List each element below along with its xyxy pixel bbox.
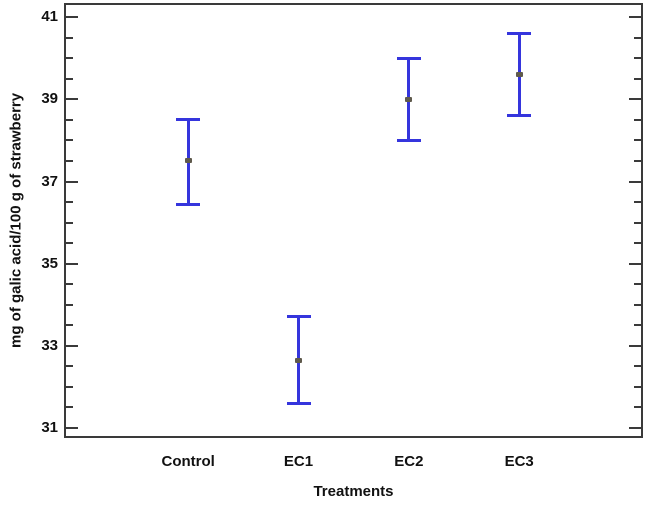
y-minor-tick-left [66,406,73,409]
error-bar-cap-bottom [507,114,532,118]
y-minor-tick-left [66,36,73,39]
y-minor-tick-right [634,385,641,388]
error-bar-cap-top [176,118,201,122]
y-minor-tick-left [66,159,73,162]
x-axis-title: Treatments [313,483,394,500]
y-major-tick-right [629,180,641,183]
plot-frame [64,3,643,438]
y-major-tick-right [629,98,641,101]
y-tick-label: 41 [41,8,58,26]
y-tick-label: 35 [41,254,58,272]
y-minor-tick-left [66,221,73,224]
error-bar-cap-top [396,56,421,60]
y-minor-tick-right [634,36,641,39]
y-minor-tick-right [634,201,641,204]
mean-point-marker [295,357,303,363]
y-major-tick-left [66,98,78,101]
y-minor-tick-right [634,324,641,327]
y-minor-tick-left [66,303,73,306]
y-minor-tick-right [634,118,641,121]
y-tick-label: 39 [41,90,58,108]
y-tick-label: 31 [41,418,58,436]
mean-point-marker [184,158,192,164]
y-minor-tick-right [634,406,641,409]
y-minor-tick-right [634,303,641,306]
mean-point-marker [405,96,413,102]
y-minor-tick-left [66,77,73,80]
y-minor-tick-right [634,221,641,224]
y-axis-title: mg of galic acid/100 g of strawberry [7,92,25,349]
y-minor-tick-left [66,242,73,245]
y-minor-tick-left [66,118,73,121]
y-major-tick-right [629,426,641,429]
y-minor-tick-left [66,365,73,368]
mean-point-marker [515,72,523,78]
y-minor-tick-right [634,139,641,142]
error-bar-cap-bottom [396,138,421,142]
y-major-tick-right [629,344,641,347]
y-minor-tick-left [66,139,73,142]
y-minor-tick-right [634,77,641,80]
y-major-tick-left [66,262,78,265]
error-bar-cap-bottom [286,401,311,405]
x-category-label: EC3 [504,453,534,470]
y-major-tick-left [66,180,78,183]
y-tick-label: 37 [41,172,58,190]
y-minor-tick-left [66,57,73,60]
y-major-tick-right [629,262,641,265]
y-minor-tick-right [634,242,641,245]
error-bar-cap-top [286,315,311,319]
y-major-tick-right [629,16,641,19]
y-minor-tick-left [66,201,73,204]
error-bar-cap-bottom [176,202,201,206]
y-major-tick-left [66,426,78,429]
x-category-label: EC2 [394,453,424,470]
x-category-label: EC1 [283,453,314,470]
y-minor-tick-right [634,57,641,60]
error-bar-cap-top [507,32,532,36]
y-minor-tick-right [634,283,641,286]
y-major-tick-left [66,16,78,19]
y-tick-label: 33 [41,336,58,354]
y-minor-tick-left [66,385,73,388]
x-category-label: Control [161,453,215,470]
y-minor-tick-right [634,365,641,368]
y-minor-tick-left [66,283,73,286]
y-major-tick-left [66,344,78,347]
y-minor-tick-left [66,324,73,327]
y-minor-tick-right [634,159,641,162]
